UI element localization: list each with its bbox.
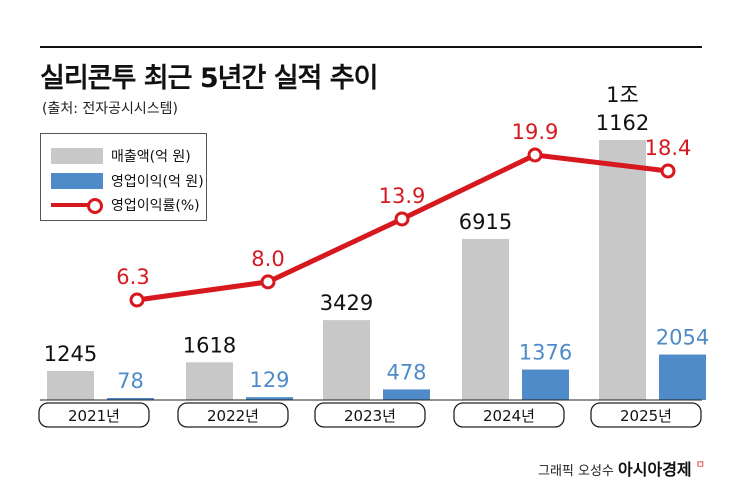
profit-label-3: 1376 [519, 341, 572, 365]
credit: 그래픽 오성수 아시아경제 ㅁ [538, 456, 705, 480]
legend-label-sales: 매출액(억 원) [111, 149, 191, 165]
margin-point-0 [129, 292, 145, 308]
title-rule [40, 46, 702, 48]
profit-bar-3 [522, 369, 569, 400]
margin-point-4 [660, 163, 676, 179]
profit-bar-2 [383, 389, 430, 400]
margin-point-1 [260, 274, 276, 290]
brand-logo-icon: ㅁ [695, 460, 705, 471]
legend-swatch-margin [51, 197, 103, 214]
profit-label-1: 129 [249, 368, 289, 392]
x-tick-label-1: 2022년 [207, 407, 259, 425]
legend-item-sales: 매출액(억 원) [51, 146, 191, 166]
legend-swatch-profit [51, 173, 103, 189]
margin-label-1: 8.0 [251, 247, 284, 271]
sales-bar-3 [462, 238, 509, 400]
profit-label-2: 478 [386, 360, 426, 384]
margin-label-3: 19.9 [512, 120, 559, 144]
profit-bar-0 [107, 398, 154, 400]
x-tick-label-0: 2021년 [68, 407, 120, 425]
margin-point-3 [527, 147, 543, 163]
sales-bar-1 [186, 362, 233, 400]
credit-author: 그래픽 오성수 [538, 464, 614, 479]
x-tick-label-2: 2023년 [344, 407, 396, 425]
x-tick-label-3: 2024년 [483, 407, 535, 425]
sales-label-2: 3429 [320, 291, 373, 315]
category-pill-2 [314, 402, 426, 428]
sales-label-3: 6915 [459, 210, 512, 234]
legend-item-profit: 영업이익(억 원) [51, 171, 204, 191]
legend-label-profit: 영업이익(억 원) [111, 174, 204, 190]
sales-label-0: 1245 [44, 342, 97, 366]
category-pill-4 [590, 402, 702, 428]
legend: 매출액(억 원) 영업이익(억 원) 영업이익률(%) [40, 133, 207, 221]
legend-label-margin: 영업이익률(%) [111, 198, 200, 214]
margin-point-2 [394, 211, 410, 227]
sales-label-1: 1618 [183, 333, 236, 357]
legend-swatch-sales [51, 148, 103, 164]
credit-brand: 아시아경제 [618, 460, 692, 479]
category-pill-1 [177, 402, 289, 428]
profit-bar-4 [659, 354, 706, 400]
margin-label-4: 18.4 [645, 136, 692, 160]
margin-label-2: 13.9 [379, 184, 426, 208]
sales-bar-0 [47, 370, 94, 400]
margin-line [136, 152, 669, 303]
sales-label-4-top: 1조 [606, 83, 639, 107]
profit-bar-1 [246, 397, 293, 400]
sales-bar-2 [323, 320, 370, 400]
profit-label-4: 2054 [656, 326, 709, 350]
profit-label-0: 78 [117, 369, 144, 393]
margin-label-0: 6.3 [116, 265, 149, 289]
sales-bar-4 [599, 140, 646, 400]
x-tick-label-4: 2025년 [620, 407, 672, 425]
legend-item-margin: 영업이익률(%) [51, 195, 200, 215]
category-pill-3 [453, 402, 565, 428]
chart-title: 실리콘투 최근 5년간 실적 추이 [40, 63, 378, 94]
sales-label-4: 1162 [596, 111, 649, 135]
category-pill-0 [38, 402, 150, 428]
chart-source: (출처: 전자공시시스템) [42, 101, 179, 117]
